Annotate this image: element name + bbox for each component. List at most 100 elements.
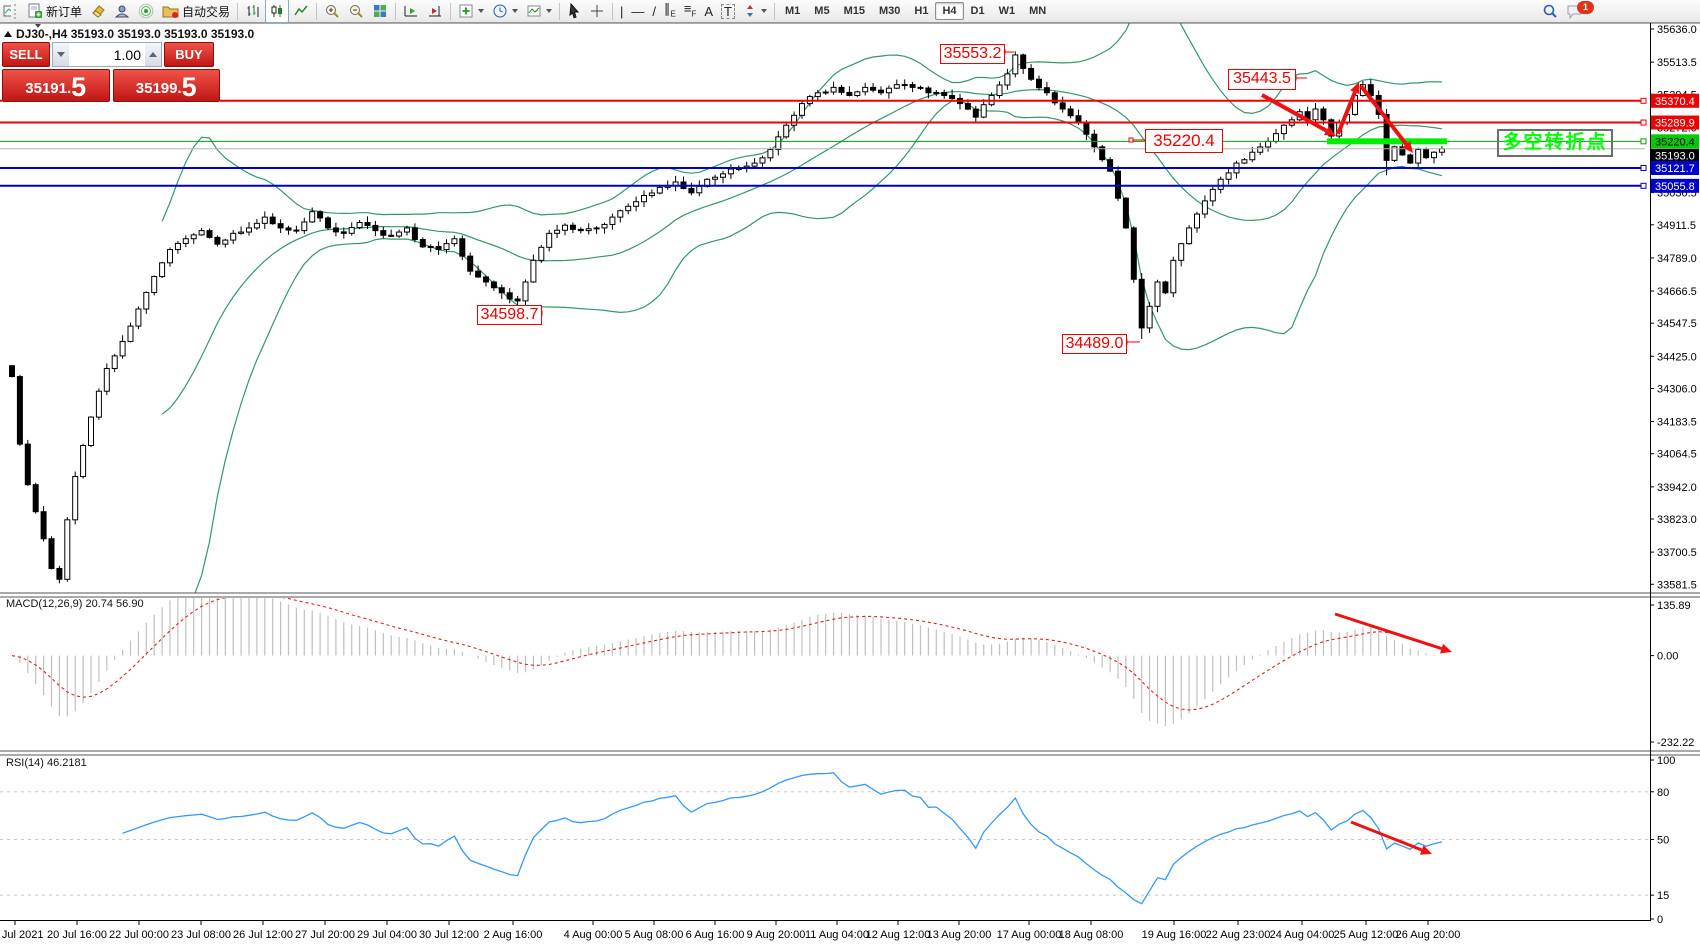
buy-price[interactable]: 35199. 5 xyxy=(112,69,220,102)
date-label: 4 Aug 00:00 xyxy=(564,929,623,941)
volume-down-button[interactable] xyxy=(53,43,69,66)
sell-price[interactable]: 35191. 5 xyxy=(2,69,110,102)
line-chart-button[interactable] xyxy=(289,0,313,23)
price-annotation-34489.0[interactable]: 34489.0 xyxy=(1062,334,1127,354)
toolbar-grip xyxy=(14,3,20,19)
text-button[interactable]: A xyxy=(700,0,717,23)
price-annotation-35220.4[interactable]: 35220.4 xyxy=(1145,129,1223,153)
svg-text:35513.5: 35513.5 xyxy=(1657,57,1697,69)
date-label: 25 Aug 12:00 xyxy=(1334,929,1399,941)
tf-MN[interactable]: MN xyxy=(1029,5,1047,17)
bar-chart-button[interactable] xyxy=(241,0,265,23)
one-click-trade-panel: SELL BUY 35191.5 35199.5 xyxy=(2,42,220,104)
notifications-button[interactable]: 1 xyxy=(1566,0,1600,19)
tf-M30[interactable]: M30 xyxy=(878,5,901,17)
text-label-button[interactable]: T xyxy=(717,0,739,23)
zoom-in-button[interactable] xyxy=(320,0,344,23)
text-icon: A xyxy=(704,3,714,19)
zoom-out-icon xyxy=(350,5,363,18)
tf-M15[interactable]: M15 xyxy=(843,5,865,17)
cursor-icon xyxy=(569,3,580,19)
svg-text:34064.5: 34064.5 xyxy=(1657,449,1697,461)
sell-button[interactable]: SELL xyxy=(2,42,50,67)
svg-text:34306.0: 34306.0 xyxy=(1657,383,1697,395)
dropdown-icon xyxy=(478,9,485,13)
crosshair-button[interactable] xyxy=(585,0,609,23)
autotrade-label: 自动交易 xyxy=(182,4,231,19)
new-order-icon xyxy=(28,3,42,18)
template-icon xyxy=(527,5,541,17)
chart-shift-button[interactable] xyxy=(399,0,423,23)
date-label: 27 Jul 20:00 xyxy=(295,929,355,941)
turning-point-label[interactable]: 多空转折点 xyxy=(1497,129,1613,157)
eraser-icon xyxy=(92,5,105,18)
volume-up-button[interactable] xyxy=(145,43,161,66)
tf-H4[interactable]: H4 xyxy=(935,2,964,20)
date-label: 22 Aug 23:00 xyxy=(1206,929,1271,941)
buy-price-main: 35199 xyxy=(135,80,178,97)
tf-M5[interactable]: M5 xyxy=(814,5,830,17)
fibonacci-button[interactable]: ≡F xyxy=(680,0,700,23)
auto-scroll-button[interactable] xyxy=(423,0,447,23)
indicators-icon xyxy=(459,4,473,18)
buy-price-frac: 5 xyxy=(181,72,197,102)
tf-W1[interactable]: W1 xyxy=(998,5,1016,17)
search-icon[interactable] xyxy=(1542,3,1558,19)
tile-windows-button[interactable] xyxy=(368,0,392,23)
toolbar-separator xyxy=(395,2,397,20)
zoom-out-button[interactable] xyxy=(344,0,368,23)
tile-windows-icon xyxy=(374,5,387,17)
price-annotation-35443.5[interactable]: 35443.5 xyxy=(1228,69,1296,90)
volume-input[interactable] xyxy=(69,43,145,66)
price-annotation-34598.7[interactable]: 34598.7 xyxy=(477,305,542,325)
signals-button[interactable] xyxy=(134,0,158,23)
horizontal-line-button[interactable]: — xyxy=(627,0,648,23)
collapse-trade-panel-icon[interactable] xyxy=(4,31,12,37)
date-label: 5 Aug 08:00 xyxy=(625,929,684,941)
svg-text:-232.22: -232.22 xyxy=(1657,737,1694,749)
svg-text:33942.0: 33942.0 xyxy=(1657,482,1697,494)
periods-button[interactable] xyxy=(488,0,522,23)
date-label: 9 Aug 20:00 xyxy=(747,929,806,941)
new-order-label: 新订单 xyxy=(46,4,83,19)
svg-text:135.89: 135.89 xyxy=(1657,600,1691,612)
spinner-down-icon xyxy=(57,52,65,57)
eraser-button[interactable] xyxy=(86,0,110,23)
date-label: 19 Aug 16:00 xyxy=(1142,929,1207,941)
indicators-button[interactable] xyxy=(454,0,488,23)
toolbar-separator xyxy=(774,2,775,20)
price-annotation-35553.2[interactable]: 35553.2 xyxy=(940,44,1005,64)
svg-text:34911.5: 34911.5 xyxy=(1657,220,1696,232)
svg-text:34547.5: 34547.5 xyxy=(1657,318,1697,330)
cursor-button[interactable] xyxy=(563,0,585,23)
candle-chart-button[interactable] xyxy=(265,0,290,23)
publish-button[interactable] xyxy=(110,0,134,23)
buy-button[interactable]: BUY xyxy=(164,42,214,67)
arrows-tool-button[interactable] xyxy=(739,0,771,23)
trendline-button[interactable]: / xyxy=(648,0,660,23)
vertical-line-icon: | xyxy=(620,3,624,19)
toolbar-separator xyxy=(559,2,561,20)
clipped-icon xyxy=(2,3,11,19)
vertical-line-button[interactable]: | xyxy=(616,0,627,23)
svg-text:35636.0: 35636.0 xyxy=(1657,24,1697,36)
autotrade-button[interactable]: 自动交易 xyxy=(158,0,234,23)
toolbar: 新订单 自动交易 | — / ∥E ≡F A T xyxy=(0,0,1700,23)
templates-button[interactable] xyxy=(522,0,556,23)
svg-text:33823.0: 33823.0 xyxy=(1657,514,1697,526)
svg-text:100: 100 xyxy=(1657,755,1675,767)
date-label: 29 Jul 04:00 xyxy=(357,929,417,941)
date-label: 6 Aug 16:00 xyxy=(686,929,745,941)
channel-button[interactable]: ∥E xyxy=(660,0,680,23)
tf-M1[interactable]: M1 xyxy=(785,5,801,17)
svg-text:50: 50 xyxy=(1657,835,1669,847)
tf-D1[interactable]: D1 xyxy=(970,5,985,17)
tf-H1[interactable]: H1 xyxy=(914,5,929,17)
svg-text:34183.5: 34183.5 xyxy=(1657,417,1697,429)
buy-price-dot: . xyxy=(177,80,182,97)
new-order-button[interactable]: 新订单 xyxy=(23,0,86,23)
svg-text:33581.5: 33581.5 xyxy=(1657,579,1697,591)
text-label-icon: T xyxy=(721,3,735,19)
date-label: 20 Jul 16:00 xyxy=(47,929,107,941)
